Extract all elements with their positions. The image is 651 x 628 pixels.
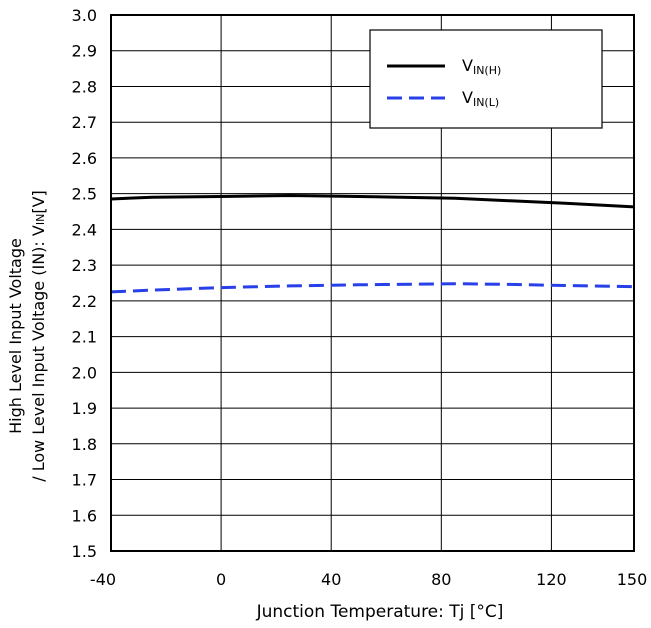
y-tick-label: 2.5 — [72, 185, 97, 204]
x-tick-label: 40 — [321, 570, 341, 589]
x-tick-label: -40 — [90, 570, 116, 589]
x-tick-label: 80 — [431, 570, 451, 589]
y-axis-label-line2-prefix: / Low Level Input Voltage (IN): V — [29, 225, 48, 482]
y-tick-label: 1.5 — [72, 542, 97, 561]
series-line-vin-l — [110, 282, 635, 294]
legend: VIN(H) VIN(L) — [369, 29, 603, 129]
series-line-vin-h — [110, 193, 635, 209]
x-tick-labels: -40 0 40 80 120 150 — [90, 570, 647, 589]
y-tick-label: 3.0 — [72, 6, 97, 25]
y-tick-label: 2.9 — [72, 42, 97, 61]
y-axis-label-line1: High Level Input Voltage — [6, 238, 25, 434]
series-layer — [110, 193, 635, 294]
y-tick-labels: 1.5 1.6 1.7 1.8 1.9 2.0 2.1 2.2 2.3 2.4 2.5 2.6 2.7 2… — [72, 6, 97, 561]
x-tick-label: 150 — [617, 570, 648, 589]
y-tick-label: 2.8 — [72, 77, 97, 96]
legend-label-vin-h: VIN(H) — [462, 56, 501, 77]
y-tick-label: 2.2 — [72, 292, 97, 311]
y-tick-label: 2.7 — [72, 113, 97, 132]
y-axis-label-line2-suffix: [V] — [29, 190, 48, 213]
legend-box — [369, 29, 603, 129]
plot-frame — [110, 14, 635, 552]
y-tick-label: 2.0 — [72, 363, 97, 382]
y-tick-label: 1.8 — [72, 435, 97, 454]
y-tick-label: 1.6 — [72, 506, 97, 525]
x-axis-label: Junction Temperature: Tj [°C] — [256, 602, 504, 622]
y-tick-label: 1.9 — [72, 399, 97, 418]
y-tick-label: 2.3 — [72, 256, 97, 275]
y-tick-label: 2.1 — [72, 328, 97, 347]
y-axis-label-line2: / Low Level Input Voltage (IN): VIN[V] — [29, 190, 48, 482]
x-tick-label: 120 — [536, 570, 567, 589]
y-tick-label: 1.7 — [72, 471, 97, 490]
y-tick-label: 2.4 — [72, 220, 97, 239]
y-tick-label: 2.6 — [72, 149, 97, 168]
legend-label-vin-l: VIN(L) — [462, 88, 499, 109]
y-axis-label-line2-sub: IN — [34, 214, 47, 225]
x-tick-label: 0 — [216, 570, 226, 589]
